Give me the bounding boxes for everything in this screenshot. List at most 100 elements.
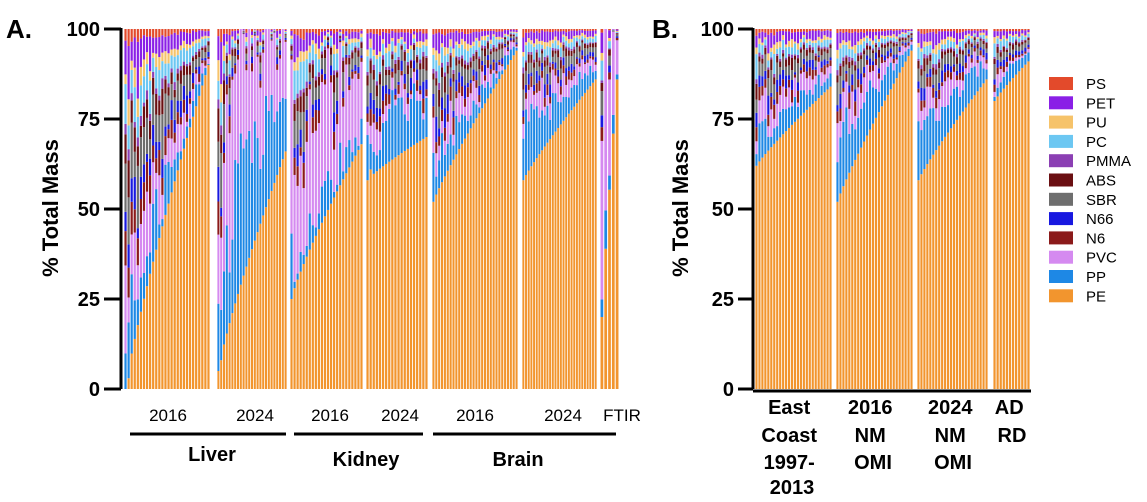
bar-b-2-20-ps: [977, 29, 979, 31]
bar-b-2-13-pp: [956, 87, 958, 120]
bar-a-2-12-pvc: [327, 48, 329, 171]
bar-a-2-15-pet: [336, 32, 338, 49]
bar-a-3-8-pp: [391, 90, 393, 159]
bar-b-1-3-pet: [845, 32, 847, 42]
bar-a-0-21-pu: [189, 45, 191, 48]
bar-a-4-21-pe: [493, 89, 495, 389]
bar-b-0-0-pu: [755, 48, 757, 55]
bar-b-2-7-n6: [938, 90, 940, 99]
bar-a-0-7-pu: [146, 52, 148, 64]
bar-b-0-3-pvc: [764, 88, 766, 119]
bar-b-0-20-pu: [815, 40, 817, 43]
bar-a-1-12-sbr: [251, 50, 253, 57]
bar-a-3-19-n6: [425, 89, 427, 96]
bar-a-5-16-pvc: [565, 85, 567, 97]
bar-a-3-2-ps: [373, 29, 375, 34]
bar-b-1-23-pet: [905, 30, 907, 33]
bar-a-2-1-ps: [293, 29, 295, 34]
bar-a-4-12-pu: [467, 44, 469, 51]
bar-a-1-9-abs: [243, 31, 245, 32]
bar-a-6-0-abs: [601, 83, 604, 91]
bar-a-4-21-abs: [493, 47, 495, 52]
bar-a-3-10-pet: [397, 33, 399, 39]
bar-a-0-1-pe: [128, 378, 130, 389]
bar-a-1-2-pet: [223, 34, 225, 46]
bar-a-1-16-pp: [262, 155, 264, 216]
bar-a-3-16-pp: [416, 101, 418, 143]
bar-b-0-21-n6: [818, 57, 820, 62]
bar-a-5-19-pp: [573, 85, 575, 107]
bar-b-1-6-pmma: [854, 61, 856, 65]
bar-b-0-13-sbr: [794, 59, 796, 72]
bar-a-4-20-pc: [490, 44, 492, 49]
bar-a-0-2-ps: [131, 29, 133, 42]
legend-swatch-ps: [1049, 77, 1073, 90]
bar-a-1-21-sbr: [276, 49, 278, 57]
bar-b-0-19-pvc: [812, 79, 814, 94]
bar-b-1-8-ps: [860, 29, 862, 32]
bar-b-3-8-pe: [1018, 71, 1020, 389]
bar-a-5-4-pc: [533, 47, 535, 60]
bar-a-5-21-sbr: [579, 52, 581, 58]
bar-a-2-1-pc: [293, 71, 295, 100]
panel-a-x-labels: 2016 2024 2016 2024 2016 2024 FTIR Liver…: [130, 406, 641, 471]
bar-a-4-25-pe: [504, 70, 506, 389]
bar-b-0-16-sbr: [803, 50, 805, 59]
bar-a-4-27-pvc: [510, 42, 512, 50]
legend-label-n6: N6: [1086, 230, 1105, 247]
bar-a-2-12-n6: [327, 45, 329, 48]
bar-a-3-7-pmma: [388, 66, 390, 70]
bar-a-2-15-abs: [336, 72, 338, 77]
bar-a-2-9-pu: [318, 49, 320, 60]
bar-a-0-7-pp: [146, 256, 148, 286]
bar-a-3-0-n6: [366, 114, 368, 122]
bar-a-1-24-pvc: [285, 42, 287, 99]
bar-b-1-23-pe: [905, 62, 907, 389]
bar-b-2-21-pmma: [980, 37, 982, 39]
bar-a-0-9-pu: [152, 53, 154, 58]
bar-a-0-16-pp: [174, 159, 176, 181]
bar-a-5-1-pp: [525, 109, 527, 175]
bar-a-0-10-pmma: [155, 88, 157, 94]
bar-a-1-21-pc: [276, 39, 278, 45]
bar-a-0-6-ps: [143, 29, 145, 35]
bar-b-3-3-n6: [1003, 66, 1005, 72]
bar-a-3-2-abs: [373, 70, 375, 80]
bar-b-3-6-pvc: [1012, 61, 1014, 64]
bar-b-0-12-n6: [791, 90, 793, 103]
bar-a-2-5-n66: [306, 110, 308, 121]
bar-b-1-24-n66: [907, 42, 909, 43]
bar-a-0-1-ps: [128, 29, 130, 46]
bar-b-0-10-pu: [785, 44, 787, 47]
bar-a-4-12-pp: [467, 121, 469, 134]
bar-a-4-6-pet: [450, 32, 452, 39]
bar-a-4-15-ps: [475, 29, 477, 32]
bar-a-2-23-pet: [360, 31, 362, 34]
bar-a-4-23-pvc: [498, 65, 500, 72]
bar-a-4-9-n6: [458, 82, 460, 93]
bar-a-2-23-n6: [360, 58, 362, 62]
bar-a-3-11-ps: [401, 29, 403, 32]
bar-a-0-26-pet: [204, 31, 206, 35]
bar-a-0-2-pvc: [131, 234, 133, 274]
bar-a-4-28-n6: [513, 40, 515, 43]
bar-a-1-13-pvc: [254, 36, 256, 122]
bar-a-5-10-pe: [549, 139, 551, 389]
bar-a-5-14-pet: [560, 31, 562, 42]
bar-a-5-5-n66: [536, 71, 538, 83]
bar-b-3-10-ps: [1024, 29, 1026, 30]
bar-a-1-22-sbr: [279, 43, 281, 50]
bar-b-3-7-n6: [1015, 55, 1017, 58]
bar-a-1-18-pp: [268, 111, 270, 199]
bar-b-2-6-pet: [935, 34, 937, 45]
bar-a-3-6-pmma: [385, 67, 387, 70]
bar-a-1-11-pvc: [248, 29, 250, 131]
bar-b-1-22-pe: [902, 67, 904, 389]
bar-b-0-16-n6: [803, 64, 805, 72]
bar-b-1-20-ps: [896, 29, 898, 30]
bar-a-5-15-pe: [563, 121, 565, 389]
bar-a-5-22-n6: [581, 55, 583, 59]
bar-a-4-5-pe: [447, 171, 449, 389]
legend-label-ps: PS: [1086, 76, 1106, 93]
bar-b-2-16-sbr: [965, 48, 967, 55]
